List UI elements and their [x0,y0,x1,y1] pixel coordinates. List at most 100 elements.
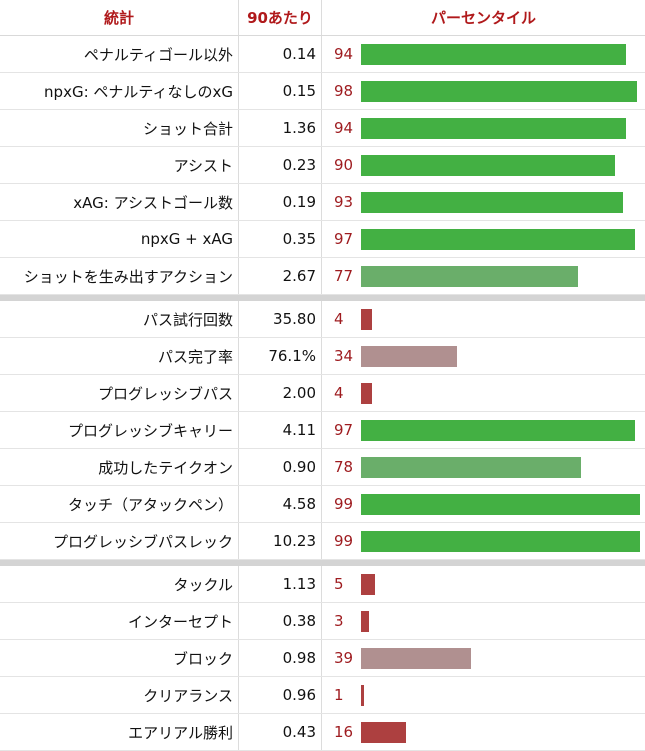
percentile-value: 1 [334,686,344,704]
stat-label: 成功したテイクオン [0,449,239,485]
percentile-cell: 98 [322,73,645,109]
per90-value: 0.23 [239,147,322,183]
group-separator [0,560,645,566]
percentile-bar [361,266,578,287]
stat-label: xAG: アシストゴール数 [0,184,239,220]
percentile-bar [361,531,640,552]
percentile-value: 99 [334,495,354,513]
percentile-value: 4 [334,384,344,402]
percentile-value: 97 [334,421,354,439]
table-row: インターセプト 0.38 3 [0,603,645,640]
per90-value: 2.00 [239,375,322,411]
percentile-value: 97 [334,230,354,248]
header-per90[interactable]: 90あたり [239,0,322,35]
percentile-bar [361,118,626,139]
percentile-value: 4 [334,310,344,328]
percentile-value: 16 [334,723,354,741]
percentile-bar [361,685,364,706]
percentile-cell: 1 [322,677,645,713]
per90-value: 10.23 [239,523,322,559]
percentile-bar [361,722,406,743]
header-percentile[interactable]: パーセンタイル [430,9,536,27]
table-row: npxG: ペナルティなしのxG 0.15 98 [0,73,645,110]
stat-label: npxG: ペナルティなしのxG [0,73,239,109]
percentile-cell: 16 [322,714,645,750]
stat-label: プログレッシブパス [0,375,239,411]
per90-value: 0.38 [239,603,322,639]
header-stat[interactable]: 統計 [0,0,239,35]
table-row: ショット合計 1.36 94 [0,110,645,147]
per90-value: 76.1% [239,338,322,374]
percentile-bar [361,457,581,478]
table-row: ショットを生み出すアクション 2.67 77 [0,258,645,295]
per90-value: 0.35 [239,221,322,257]
table-row: タッチ（アタックペン） 4.58 99 [0,486,645,523]
percentile-bar [361,648,471,669]
table-row: エアリアル勝利 0.43 16 [0,714,645,751]
percentile-bar [361,229,635,250]
group-separator [0,295,645,301]
stat-label: エアリアル勝利 [0,714,239,750]
per90-value: 0.15 [239,73,322,109]
percentile-cell: 90 [322,147,645,183]
percentile-cell: 34 [322,338,645,374]
percentile-cell: 97 [322,412,645,448]
percentile-value: 98 [334,82,354,100]
percentile-cell: 99 [322,523,645,559]
stat-label: ショットを生み出すアクション [0,258,239,294]
per90-value: 0.14 [239,36,322,72]
table-row: パス試行回数 35.80 4 [0,301,645,338]
per90-value: 2.67 [239,258,322,294]
percentile-cell: 77 [322,258,645,294]
stat-label: クリアランス [0,677,239,713]
table-header: 統計 90あたり パーセンタイル [0,0,645,36]
table-row: プログレッシブパスレック 10.23 99 [0,523,645,560]
table-row: タックル 1.13 5 [0,566,645,603]
percentile-bar [361,420,635,441]
per90-value: 35.80 [239,301,322,337]
percentile-cell: 4 [322,375,645,411]
percentile-cell: 94 [322,36,645,72]
stat-label: パス完了率 [0,338,239,374]
percentile-cell: 99 [322,486,645,522]
per90-value: 0.19 [239,184,322,220]
percentile-cell: 39 [322,640,645,676]
table-row: 成功したテイクオン 0.90 78 [0,449,645,486]
percentile-value: 90 [334,156,354,174]
percentile-bar [361,192,623,213]
stat-label: アシスト [0,147,239,183]
stat-label: ショット合計 [0,110,239,146]
percentile-value: 93 [334,193,354,211]
percentile-cell: 94 [322,110,645,146]
percentile-bar [361,44,626,65]
per90-value: 0.90 [239,449,322,485]
per90-value: 1.36 [239,110,322,146]
percentile-bar [361,494,640,515]
table-body: ペナルティゴール以外 0.14 94 npxG: ペナルティなしのxG 0.15 98 ショ… [0,36,645,751]
percentile-value: 77 [334,267,354,285]
stat-label: タックル [0,566,239,602]
percentile-bar [361,383,372,404]
stat-label: ブロック [0,640,239,676]
table-row: npxG + xAG 0.35 97 [0,221,645,258]
stat-label: タッチ（アタックペン） [0,486,239,522]
percentile-value: 78 [334,458,354,476]
table-row: クリアランス 0.96 1 [0,677,645,714]
stat-label: プログレッシブパスレック [0,523,239,559]
percentile-value: 3 [334,612,344,630]
per90-value: 1.13 [239,566,322,602]
percentile-bar [361,309,372,330]
percentile-value: 99 [334,532,354,550]
percentile-value: 39 [334,649,354,667]
percentile-bar [361,81,637,102]
per90-value: 4.11 [239,412,322,448]
stat-label: プログレッシブキャリー [0,412,239,448]
percentile-value: 34 [334,347,354,365]
percentile-cell: 3 [322,603,645,639]
table-row: プログレッシブキャリー 4.11 97 [0,412,645,449]
stat-label: npxG + xAG [0,221,239,257]
per90-value: 0.98 [239,640,322,676]
percentile-cell: 5 [322,566,645,602]
table-row: パス完了率 76.1% 34 [0,338,645,375]
